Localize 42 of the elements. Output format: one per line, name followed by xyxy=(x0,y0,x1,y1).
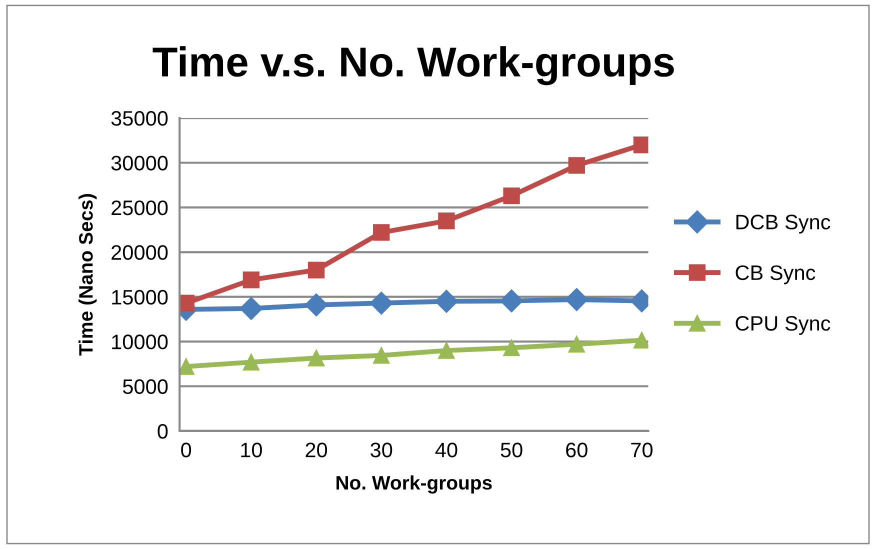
point xyxy=(373,224,390,241)
point xyxy=(434,290,458,313)
chart-title: Time v.s. No. Work-groups xyxy=(152,46,674,86)
point xyxy=(308,262,325,278)
point xyxy=(242,272,260,288)
point xyxy=(633,136,648,154)
point xyxy=(304,293,328,316)
x-tick-label: 40 xyxy=(435,442,458,458)
point xyxy=(438,212,455,230)
y-tick-label: 5000 xyxy=(122,379,168,394)
y-tick-label: 0 xyxy=(158,424,168,439)
y-axis-title: Time (Nano Secs) xyxy=(78,194,97,356)
y-tick-label: 15000 xyxy=(112,290,168,305)
y-tick-label: 10000 xyxy=(112,334,168,350)
x-tick-label: 0 xyxy=(181,442,192,458)
point xyxy=(503,339,520,356)
x-tick-label: 30 xyxy=(370,442,392,458)
point xyxy=(565,288,588,312)
legend-label: CPU Sync xyxy=(736,316,830,335)
x-tick-label: 70 xyxy=(631,442,653,458)
point xyxy=(373,347,390,364)
point xyxy=(370,292,393,315)
y-tick-label: 20000 xyxy=(112,245,168,260)
point xyxy=(568,336,585,353)
y-tick-label: 30000 xyxy=(111,156,168,170)
x-tick-label: 10 xyxy=(241,442,262,458)
x-tick-label: 20 xyxy=(306,442,328,458)
legend-label: CB Sync xyxy=(736,265,816,284)
point xyxy=(503,187,520,204)
legend-label: DCB Sync xyxy=(736,214,830,234)
x-tick-label: 60 xyxy=(566,442,588,458)
point xyxy=(438,342,455,359)
y-tick-label: 35000 xyxy=(111,111,168,126)
y-tick-label: 25000 xyxy=(112,200,168,216)
point xyxy=(242,354,260,370)
point xyxy=(568,157,585,174)
point xyxy=(240,296,263,320)
x-tick-label: 50 xyxy=(500,442,522,458)
x-axis-title: No. Work-groups xyxy=(336,475,492,494)
point xyxy=(633,332,648,349)
point xyxy=(308,350,325,366)
point xyxy=(500,289,524,312)
